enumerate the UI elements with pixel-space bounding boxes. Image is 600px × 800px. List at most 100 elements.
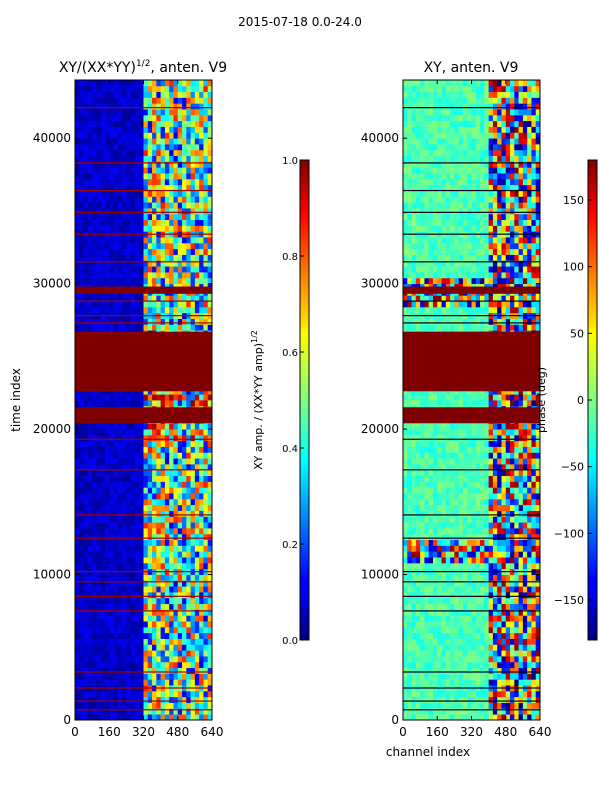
heatmap-cell	[173, 493, 179, 500]
heatmap-cell	[96, 696, 102, 703]
heatmap-cell	[510, 615, 515, 622]
heatmap-cell	[441, 562, 447, 570]
heatmap-cell	[160, 254, 166, 261]
heatmap-cell	[199, 237, 204, 244]
heatmap-cell	[122, 237, 127, 244]
heatmap-cell	[207, 149, 213, 157]
heatmap-cell	[113, 132, 119, 139]
heatmap-cell	[411, 644, 417, 651]
heatmap-cell	[122, 277, 127, 285]
heatmap-cell	[113, 388, 119, 395]
heatmap-cell	[100, 80, 106, 87]
heatmap-cell	[514, 557, 519, 564]
heatmap-cell	[122, 306, 127, 314]
heatmap-cell	[134, 394, 140, 401]
heatmap-cell	[186, 85, 191, 93]
heatmap-cell	[492, 661, 498, 669]
heatmap-cell	[160, 114, 166, 122]
heatmap-cell	[501, 603, 507, 610]
heatmap-cell	[501, 626, 507, 634]
heatmap-cell	[100, 97, 106, 104]
heatmap-cell	[194, 510, 200, 517]
heatmap-cell	[173, 626, 179, 634]
heatmap-cell	[117, 295, 123, 302]
heatmap-cell	[203, 667, 209, 674]
heatmap-cell	[113, 679, 119, 686]
heatmap-cell	[79, 306, 84, 314]
heatmap-cell	[126, 475, 132, 482]
colorbar-tick-label: 1.0	[282, 156, 298, 167]
heatmap-cell	[122, 248, 127, 255]
heatmap-cell	[164, 388, 170, 395]
heatmap-cell	[186, 295, 191, 302]
heatmap-cell	[152, 597, 157, 605]
heatmap-cell	[83, 114, 89, 122]
heatmap-cell	[75, 522, 80, 529]
heatmap-cell	[79, 120, 84, 127]
heatmap-cell	[441, 696, 447, 703]
heatmap-cell	[432, 586, 438, 593]
heatmap-cell	[160, 458, 166, 465]
heatmap-cell	[462, 638, 468, 645]
heatmap-cell	[152, 504, 157, 511]
heatmap-cell	[147, 440, 153, 447]
heatmap-cell	[190, 167, 196, 174]
heatmap-cell	[407, 475, 412, 482]
heatmap-cell	[160, 522, 166, 529]
heatmap-cell	[100, 103, 106, 110]
heatmap-cell	[186, 557, 191, 564]
heatmap-cell	[173, 498, 179, 506]
heatmap-cell	[122, 603, 127, 610]
heatmap-cell	[484, 504, 490, 511]
heatmap-cell	[203, 97, 209, 104]
heatmap-cell	[186, 626, 191, 634]
heatmap-cell	[467, 597, 472, 605]
heatmap-cell	[428, 603, 434, 610]
heatmap-cell	[92, 696, 97, 703]
heatmap-cell	[450, 661, 455, 669]
heatmap-cell	[203, 400, 209, 407]
heatmap-cell	[177, 626, 183, 634]
heatmap-cell	[139, 702, 144, 709]
heatmap-cell	[87, 597, 93, 605]
heatmap-cell	[92, 429, 97, 436]
heatmap-cell	[437, 644, 442, 651]
heatmap-cell	[488, 487, 494, 494]
heatmap-cell	[83, 85, 89, 93]
heatmap-cell	[83, 522, 89, 529]
heatmap-cell	[458, 597, 464, 605]
heatmap-cell	[207, 400, 213, 407]
heatmap-cell	[156, 469, 162, 477]
heatmap-cell	[407, 545, 412, 552]
heatmap-cell	[437, 528, 442, 535]
heatmap-cell	[518, 603, 524, 610]
heatmap-cell	[75, 161, 80, 168]
heatmap-cell	[100, 260, 106, 267]
heatmap-cell	[96, 638, 102, 645]
heatmap-cell	[113, 661, 119, 669]
heatmap-cell	[518, 504, 524, 511]
heatmap-cell	[109, 400, 114, 407]
heatmap-cell	[75, 638, 80, 645]
heatmap-cell	[177, 248, 183, 255]
heatmap-cell	[117, 184, 123, 191]
heatmap-cell	[109, 248, 114, 255]
heatmap-cell	[454, 516, 460, 523]
heatmap-cell	[104, 626, 110, 634]
heatmap-cell	[424, 551, 430, 558]
heatmap-cell	[194, 493, 200, 500]
flag-line	[75, 300, 212, 302]
heatmap-cell	[428, 708, 434, 715]
heatmap-cell	[535, 661, 541, 669]
heatmap-cell	[203, 498, 209, 506]
heatmap-cell	[87, 85, 93, 93]
heatmap-cell	[117, 80, 123, 87]
heatmap-cell	[467, 516, 472, 523]
heatmap-cell	[139, 225, 144, 232]
heatmap-cell	[467, 615, 472, 622]
heatmap-cell	[535, 545, 541, 552]
heatmap-cell	[96, 469, 102, 477]
heatmap-cell	[420, 696, 425, 703]
heatmap-cell	[130, 213, 136, 221]
heatmap-cell	[475, 621, 481, 628]
